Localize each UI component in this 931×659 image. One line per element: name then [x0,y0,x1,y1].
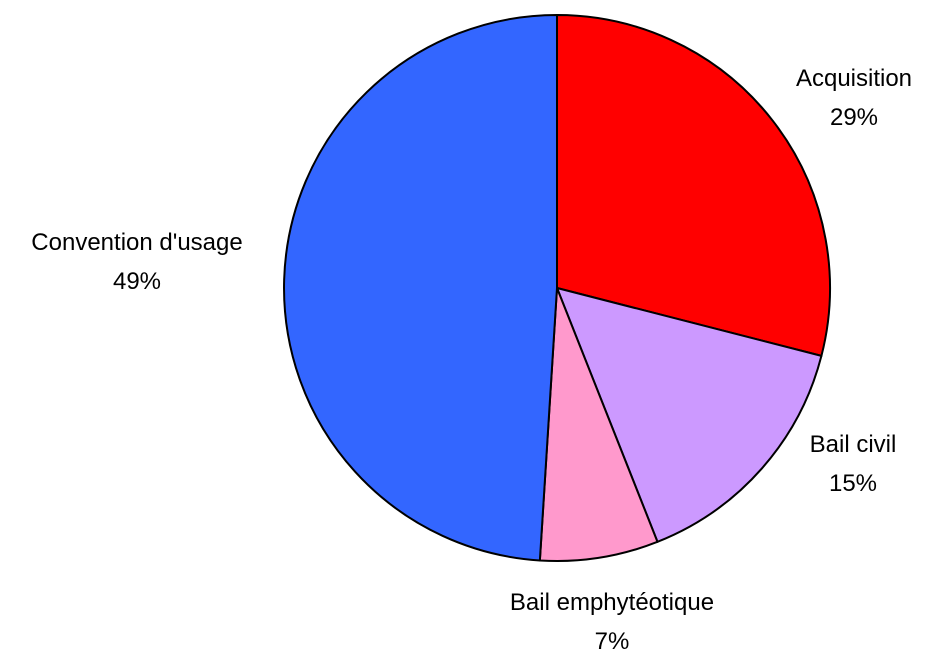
pie-slice-bail-emphyteotique [538,287,659,562]
pie-slice-acquisition [556,14,831,357]
pie-labels: Acquisition 29% Bail civil 15% Bail emphytéo… [31,65,912,655]
slice-percent-bail-civil: 15% [829,470,877,497]
slice-label-convention-d-usage: Convention d'usage [31,229,242,256]
slice-label-acquisition: Acquisition [796,65,912,92]
slice-percent-bail-emphyteotique: 7% [595,628,630,655]
slice-percent-convention-d-usage: 49% [113,268,161,295]
pie-slices [283,14,831,562]
slice-percent-acquisition: 29% [830,104,878,131]
slice-label-bail-civil: Bail civil [810,431,897,458]
pie-slice-convention-d-usage [283,14,558,562]
slice-label-bail-emphyteotique: Bail emphytéotique [510,589,714,616]
pie-slice-bail-civil [556,287,823,543]
